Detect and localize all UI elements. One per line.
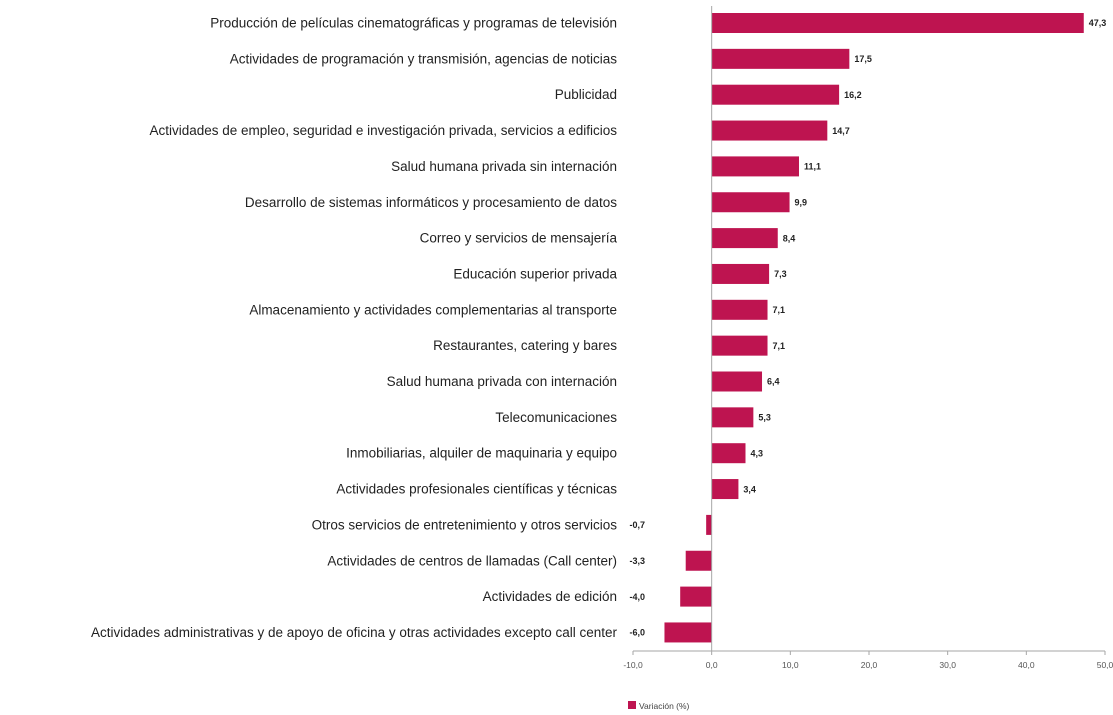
x-tick-label: -10,0 bbox=[623, 660, 643, 670]
bar bbox=[706, 514, 712, 535]
bar bbox=[711, 156, 799, 177]
bar bbox=[711, 371, 763, 392]
category-label: Restaurantes, catering y bares bbox=[433, 338, 617, 353]
value-label: 3,4 bbox=[743, 484, 756, 494]
x-tick-label: 0,0 bbox=[706, 660, 718, 670]
category-label: Actividades de edición bbox=[483, 589, 617, 604]
bar bbox=[711, 228, 778, 249]
category-label: Almacenamiento y actividades complementa… bbox=[249, 302, 617, 317]
bar bbox=[664, 622, 712, 643]
bar bbox=[711, 335, 768, 356]
x-tick-label: 30,0 bbox=[939, 660, 956, 670]
value-label: 16,2 bbox=[844, 90, 862, 100]
bar bbox=[711, 120, 828, 141]
value-label: 9,9 bbox=[795, 197, 808, 207]
value-label: 8,4 bbox=[783, 233, 796, 243]
category-label: Actividades de empleo, seguridad e inves… bbox=[149, 123, 617, 138]
x-tick-label: 40,0 bbox=[1018, 660, 1035, 670]
bar bbox=[711, 192, 790, 213]
value-label: 6,4 bbox=[767, 377, 780, 387]
category-label: Actividades de programación y transmisió… bbox=[230, 51, 617, 66]
bar bbox=[711, 263, 770, 284]
value-label: -0,7 bbox=[629, 520, 645, 530]
category-label: Desarrollo de sistemas informáticos y pr… bbox=[245, 195, 617, 210]
bar bbox=[711, 443, 746, 464]
value-label: 4,3 bbox=[750, 448, 763, 458]
value-label: 5,3 bbox=[758, 413, 771, 423]
value-label: 17,5 bbox=[854, 54, 872, 64]
category-label: Publicidad bbox=[555, 87, 617, 102]
x-tick-label: 50,0 bbox=[1097, 660, 1113, 670]
value-label: -6,0 bbox=[629, 628, 645, 638]
category-label: Telecomunicaciones bbox=[495, 410, 617, 425]
value-label: 11,1 bbox=[804, 162, 821, 172]
category-label: Correo y servicios de mensajería bbox=[420, 231, 618, 246]
category-label: Actividades administrativas y de apoyo d… bbox=[91, 625, 618, 640]
bar bbox=[711, 479, 739, 500]
bar bbox=[680, 586, 712, 607]
category-label: Educación superior privada bbox=[453, 266, 617, 281]
bar bbox=[711, 407, 754, 428]
legend-swatch bbox=[628, 701, 636, 709]
value-label: 7,1 bbox=[773, 305, 786, 315]
legend-label: Variación (%) bbox=[639, 701, 690, 711]
bar bbox=[711, 48, 850, 69]
bar bbox=[685, 550, 712, 571]
category-label: Salud humana privada con internación bbox=[387, 374, 617, 389]
value-label: 7,3 bbox=[774, 269, 787, 279]
category-label: Inmobiliarias, alquiler de maquinaria y … bbox=[346, 446, 617, 461]
value-label: -3,3 bbox=[629, 556, 645, 566]
x-tick-label: 10,0 bbox=[782, 660, 799, 670]
bar bbox=[711, 13, 1084, 33]
value-label: 7,1 bbox=[773, 341, 786, 351]
bar bbox=[711, 84, 840, 105]
value-label: -4,0 bbox=[629, 592, 645, 602]
category-label: Salud humana privada sin internación bbox=[391, 159, 617, 174]
value-label: 47,3 bbox=[1089, 18, 1107, 28]
category-label: Actividades profesionales científicas y … bbox=[336, 482, 617, 497]
category-label: Otros servicios de entretenimiento y otr… bbox=[312, 517, 618, 532]
x-tick-label: 20,0 bbox=[861, 660, 878, 670]
bar bbox=[711, 299, 768, 320]
category-label: Actividades de centros de llamadas (Call… bbox=[327, 553, 617, 568]
value-label: 14,7 bbox=[832, 126, 850, 136]
category-label: Producción de películas cinematográficas… bbox=[210, 16, 617, 31]
